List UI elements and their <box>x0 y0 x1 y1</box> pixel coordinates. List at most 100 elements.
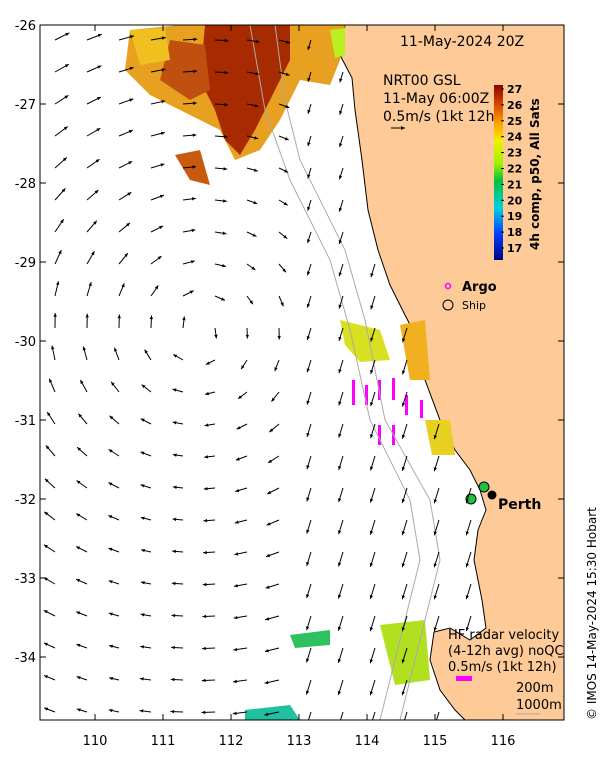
current-arrowhead <box>204 423 209 427</box>
current-arrowhead <box>172 388 177 392</box>
current-arrowhead <box>253 168 258 172</box>
current-arrowhead <box>97 65 102 69</box>
current-arrowhead <box>241 365 245 370</box>
current-arrowhead <box>264 648 269 653</box>
current-arrowhead <box>370 434 374 439</box>
current-arrowhead <box>465 627 470 632</box>
current-arrowhead <box>64 64 69 68</box>
current-arrowhead <box>63 126 68 131</box>
current-arrowhead <box>171 581 176 586</box>
current-arrowhead <box>286 40 291 44</box>
current-arrowhead <box>434 723 437 727</box>
current-arrowhead <box>369 595 374 600</box>
current-arrowhead <box>171 645 175 650</box>
current-arrowhead <box>128 130 133 134</box>
current-arrowhead <box>140 613 145 617</box>
current-arrowhead <box>235 488 240 493</box>
hf-legend-title: HF radar velocity <box>448 628 560 643</box>
x-tick-label: 113 <box>287 734 312 749</box>
current-arrowhead <box>182 316 186 321</box>
current-arrowhead <box>339 78 343 83</box>
current-arrowhead <box>108 612 113 616</box>
current-arrowhead <box>306 529 310 534</box>
current-arrowhead <box>201 710 206 715</box>
y-tick-label: -34 <box>15 651 36 666</box>
current-arrowhead <box>433 595 437 600</box>
current-arrowhead <box>401 563 406 568</box>
current-arrowhead <box>306 303 311 308</box>
x-tick-label: 115 <box>423 734 448 749</box>
current-arrowhead <box>307 77 311 82</box>
current-arrowhead <box>307 109 311 114</box>
colorbar-tick-label: 21 <box>507 178 522 191</box>
current-arrowhead <box>233 615 238 620</box>
current-arrowhead <box>369 691 373 696</box>
current-arrowhead <box>338 369 342 374</box>
current-arrowhead <box>401 466 406 471</box>
ship-legend-icon <box>442 299 454 311</box>
current-arrowhead <box>76 546 81 550</box>
y-tick-label: -31 <box>15 414 36 429</box>
colorbar-ticks: 27 26 25 24 23 22 21 20 19 18 17 <box>501 83 523 255</box>
land-australia <box>339 25 564 720</box>
current-arrowhead <box>465 499 469 504</box>
current-arrowhead <box>338 401 342 406</box>
current-arrowhead <box>306 400 310 405</box>
credit: © IMOS 14-May-2024 15:30 Hobart <box>585 507 599 720</box>
current-arrowhead <box>76 643 81 648</box>
current-arrowhead <box>433 563 437 568</box>
current-arrowhead <box>139 677 144 681</box>
current-arrowhead <box>127 192 132 196</box>
current-arrowhead <box>233 647 238 652</box>
current-arrowhead <box>337 594 342 599</box>
current-arrowhead <box>401 402 406 407</box>
current-arrowhead <box>337 691 342 696</box>
current-arrowhead <box>370 369 374 374</box>
colorbar-tick-label: 23 <box>507 147 522 160</box>
current-arrowhead <box>202 646 206 651</box>
current-arrowhead <box>305 658 310 663</box>
y-tick-label: -26 <box>15 19 36 34</box>
current-arrowhead <box>338 336 342 341</box>
current-arrowhead <box>267 490 272 494</box>
current-arrowhead <box>280 302 284 307</box>
vector-legend-scale: 0.5m/s (1kt 12h) <box>383 109 500 125</box>
current-arrowhead <box>49 378 53 383</box>
current-arrowhead <box>465 531 469 536</box>
current-arrowhead <box>402 338 406 343</box>
current-arrowhead <box>306 626 310 631</box>
current-arrowhead <box>140 418 145 422</box>
current-arrowhead <box>224 38 229 43</box>
current-arrowhead <box>172 517 177 522</box>
vector-legend-source: NRT00 GSL <box>383 73 461 89</box>
current-arrowhead <box>202 614 207 619</box>
current-arrowhead <box>44 675 48 679</box>
current-arrowhead <box>201 678 206 683</box>
current-arrowhead <box>61 188 66 193</box>
current-arrowhead <box>160 163 165 167</box>
current-arrowhead <box>157 256 162 260</box>
current-arrowhead <box>214 334 218 339</box>
current-arrowhead <box>91 251 95 256</box>
current-arrowhead <box>337 658 342 663</box>
current-arrowhead <box>370 402 374 407</box>
current-arrowhead <box>161 36 166 40</box>
current-arrowhead <box>170 677 175 682</box>
current-arrowhead <box>401 627 405 632</box>
current-arrowhead <box>111 381 115 386</box>
current-arrowhead <box>62 157 67 162</box>
current-arrowhead <box>245 334 250 339</box>
current-arrowhead <box>266 553 271 557</box>
current-arrowhead <box>80 379 84 384</box>
current-arrowhead <box>307 174 311 179</box>
y-tick-label: -33 <box>15 572 36 587</box>
current-arrowhead <box>140 484 145 488</box>
current-arrowhead <box>234 584 238 588</box>
current-arrowhead <box>254 136 259 140</box>
current-arrowhead <box>124 253 128 258</box>
current-arrowhead <box>205 391 210 396</box>
current-arrowhead <box>108 515 113 519</box>
current-arrowhead <box>160 131 165 136</box>
colorbar-tick-label: 19 <box>507 210 522 223</box>
current-arrowhead <box>307 142 311 147</box>
